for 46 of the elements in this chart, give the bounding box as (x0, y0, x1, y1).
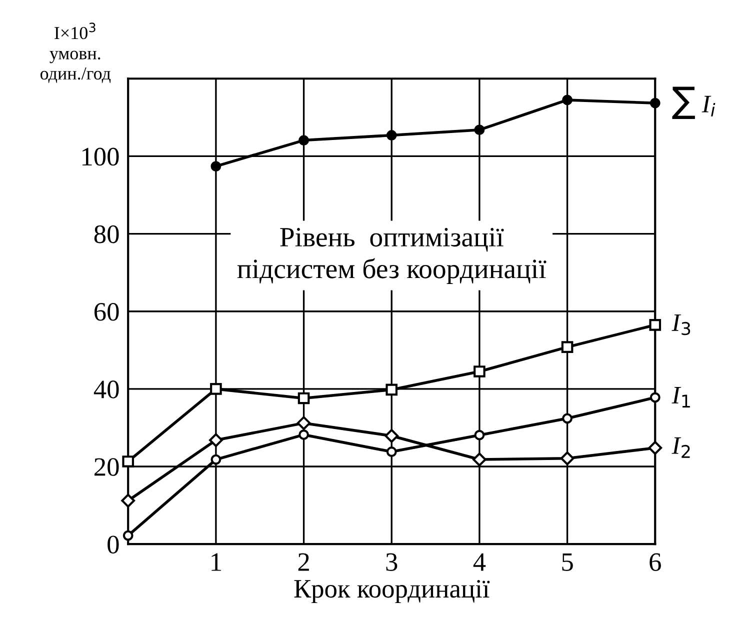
point (386, 446, 397, 457)
y-tick-label: 80 (94, 225, 119, 244)
y-tick-label: 40 (94, 380, 119, 398)
series-label: I$_{3}$ (672, 314, 690, 336)
annotation: Рівень оптимізації підсистем без координації (237, 228, 546, 284)
y-tick-label: 100 (82, 148, 119, 166)
x-tick-label: 4 (473, 553, 486, 571)
point (210, 454, 222, 465)
point (648, 440, 662, 455)
point (650, 392, 660, 403)
x-tick-label: 2 (298, 553, 309, 571)
series-label: ∑ I$_{i}$ (672, 86, 716, 120)
point (386, 384, 398, 396)
point (122, 456, 134, 468)
y-tick-label: 60 (94, 302, 119, 321)
point (562, 413, 573, 424)
y-tick-label: 0 (108, 536, 119, 554)
point (474, 430, 485, 440)
x-tick-label: 1 (212, 553, 221, 571)
point (384, 428, 399, 443)
x-tick-label: 3 (386, 553, 398, 571)
point (650, 98, 660, 108)
point (562, 94, 573, 106)
y-tick-label: 20 (94, 458, 119, 476)
point (474, 124, 485, 136)
point (474, 366, 486, 378)
point (561, 341, 574, 353)
point (560, 451, 574, 466)
series-label: I$_{2}$ (672, 437, 690, 458)
point (209, 433, 223, 448)
point (472, 452, 486, 466)
point (122, 530, 134, 541)
point (298, 429, 309, 440)
point (649, 319, 662, 331)
point (296, 416, 311, 430)
series-label: I$_{1}$ (672, 386, 690, 408)
text: I×10$^{3}$ умовн. один./год (40, 22, 111, 83)
x-tick-label: 6 (650, 553, 661, 571)
x-axis-title: Крок координації (294, 580, 490, 604)
point (210, 161, 222, 172)
x-tick-label: 5 (562, 553, 573, 571)
point (298, 392, 310, 404)
point (121, 494, 136, 508)
point (386, 130, 397, 140)
point (298, 135, 309, 146)
point (210, 383, 222, 395)
